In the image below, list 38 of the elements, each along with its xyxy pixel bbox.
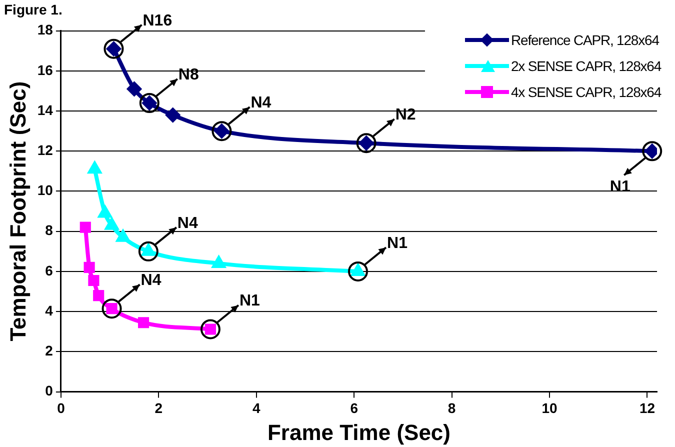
x-tick-label: 12	[639, 400, 656, 416]
legend-label: 4x SENSE CAPR, 128x64	[511, 84, 662, 100]
y-tick-label: 12	[37, 142, 54, 158]
y-tick-label: 0	[45, 382, 54, 399]
annotation: N4	[250, 94, 272, 112]
x-tick-label: 4	[252, 400, 260, 416]
legend-label: 2x SENSE CAPR, 128x64	[511, 58, 662, 74]
point	[212, 256, 226, 268]
x-axis-title: Frame Time (Sec)	[267, 420, 450, 445]
annotation: N4	[140, 272, 162, 289]
point	[84, 262, 95, 273]
y-tick-label: 14	[37, 102, 54, 118]
y-tick-label: 18	[37, 22, 54, 38]
point	[88, 274, 100, 286]
point	[80, 222, 91, 233]
y-tick-label: 4	[45, 302, 54, 318]
point	[105, 218, 118, 230]
y-tick-label: 8	[45, 222, 54, 238]
x-tick-label: 6	[350, 400, 358, 416]
y-axis-title: Temporal Footprint (Sec)	[5, 81, 30, 342]
y-tick-label: 16	[37, 62, 54, 78]
legend-label: Reference CAPR, 128x64	[511, 32, 659, 48]
point	[138, 317, 150, 328]
x-tick-label: 10	[542, 400, 558, 416]
x-tick-label: 2	[154, 400, 163, 416]
annotation: N16	[142, 12, 172, 30]
x-tick-label: 0	[57, 400, 66, 416]
point	[88, 162, 102, 174]
annotation: N4	[177, 214, 198, 232]
point	[93, 290, 104, 302]
point	[116, 230, 130, 242]
annotation: N1	[387, 234, 408, 252]
x-tick-label: 8	[448, 400, 456, 416]
y-tick-label: 2	[45, 342, 54, 359]
y-tick-label: 10	[37, 182, 54, 198]
annotation: N1	[239, 292, 260, 310]
y-tick-label: 6	[45, 262, 54, 278]
chart-title: Figure 1.	[4, 1, 62, 18]
